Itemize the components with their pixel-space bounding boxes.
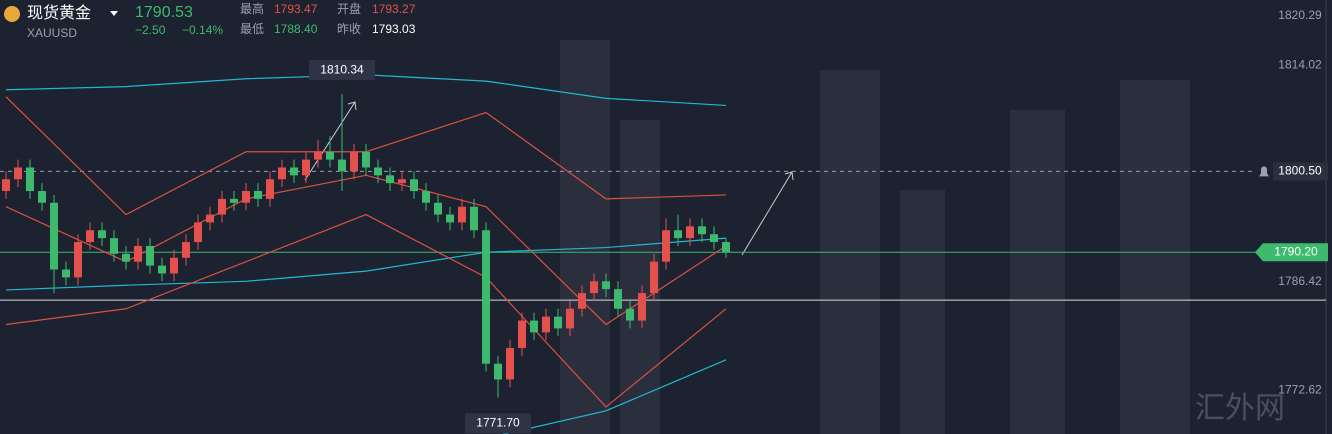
candle-body — [470, 206, 478, 231]
candle-body — [230, 198, 238, 203]
candle-body — [446, 214, 454, 223]
high-label: 最高 — [240, 1, 264, 16]
candle-body — [206, 214, 214, 223]
candle-body — [626, 308, 634, 321]
candle-body — [422, 191, 430, 203]
candle-body — [26, 167, 34, 192]
alert-bell — [1259, 166, 1269, 177]
prev-value: 1793.03 — [372, 22, 416, 36]
candle-body — [2, 179, 10, 192]
candle-body — [650, 261, 658, 294]
candle-body — [182, 242, 190, 258]
candle-body — [590, 281, 598, 294]
candle-body — [362, 151, 370, 168]
candle-body — [662, 230, 670, 262]
candle-body — [122, 253, 130, 262]
candle-body — [458, 206, 466, 223]
annotation-label: 1810.34 — [320, 62, 364, 76]
candle-body — [686, 226, 694, 239]
candle-body — [542, 316, 550, 333]
trend-arrow — [741, 171, 794, 256]
candle-body — [194, 222, 202, 243]
price-label: 1790.20 — [1274, 244, 1318, 258]
candle-body — [638, 293, 646, 321]
y-tick-label: 1814.02 — [1278, 57, 1322, 71]
high-value: 1793.47 — [274, 2, 318, 16]
candle-body — [290, 167, 298, 176]
open-label: 开盘 — [337, 1, 361, 16]
candle-body — [722, 242, 730, 253]
candle-body — [14, 167, 22, 180]
candle-body — [86, 230, 94, 243]
candle-body — [434, 202, 442, 215]
y-tick-label: 1820.29 — [1278, 8, 1322, 22]
annotation-box — [309, 60, 375, 81]
logo — [4, 6, 20, 22]
alert-tag — [1273, 162, 1328, 181]
candle-body — [554, 316, 562, 329]
candle-body — [338, 159, 346, 172]
annotation-label: 1771.70 — [476, 416, 520, 430]
candle-body — [350, 151, 358, 172]
candle-body — [398, 179, 406, 184]
change-pct: −0.14% — [182, 23, 223, 37]
y-tick-label: 1772.62 — [1278, 382, 1322, 396]
candle-body — [62, 269, 70, 278]
candle-body — [674, 230, 682, 239]
candle-body — [218, 198, 226, 215]
candle-body — [518, 320, 526, 349]
indicator-line — [5, 213, 727, 408]
candle-body — [50, 202, 58, 270]
candle-body — [74, 242, 82, 278]
price-tag — [1255, 243, 1328, 262]
candle-body — [710, 234, 718, 243]
candle-body — [158, 265, 166, 274]
annotation-box — [465, 413, 531, 434]
alert-label: 1800.50 — [1278, 164, 1322, 178]
candle-body — [566, 308, 574, 329]
last-price: 1790.53 — [135, 4, 193, 21]
candle-body — [254, 191, 262, 199]
candle-body — [302, 159, 310, 176]
city-backdrop — [560, 40, 1190, 434]
candle-body — [170, 257, 178, 274]
symbol: XAUUSD — [27, 26, 77, 40]
candle-body — [110, 238, 118, 254]
candle-body — [482, 230, 490, 364]
y-tick-label: 1786.42 — [1278, 274, 1322, 288]
low-value: 1788.40 — [274, 22, 318, 36]
candle-body — [314, 151, 322, 160]
low-label: 最低 — [240, 22, 264, 36]
candle-body — [278, 167, 286, 180]
candle-body — [698, 226, 706, 235]
candle-body — [506, 348, 514, 380]
candle-body — [134, 245, 142, 262]
candle-body — [578, 293, 586, 309]
candle-body — [266, 179, 274, 199]
candle-body — [530, 320, 538, 333]
candle-body — [614, 289, 622, 309]
candle-body — [374, 167, 382, 176]
candle-body — [38, 191, 46, 203]
dropdown-arrow[interactable] — [110, 11, 118, 16]
candle-body — [386, 175, 394, 184]
change: −2.50 — [135, 23, 166, 37]
watermark: 汇外网 — [1195, 391, 1285, 426]
candle-body — [602, 281, 610, 290]
candle-body — [146, 245, 154, 266]
candle-body — [98, 230, 106, 239]
candle-body — [410, 179, 418, 192]
instrument-name: 现货黄金 — [27, 4, 91, 22]
indicator-line — [5, 237, 727, 291]
candle-body — [494, 363, 502, 380]
prev-label: 昨收 — [337, 22, 361, 36]
open-value: 1793.27 — [372, 2, 416, 16]
candle-body — [326, 151, 334, 160]
candle-body — [242, 191, 250, 203]
